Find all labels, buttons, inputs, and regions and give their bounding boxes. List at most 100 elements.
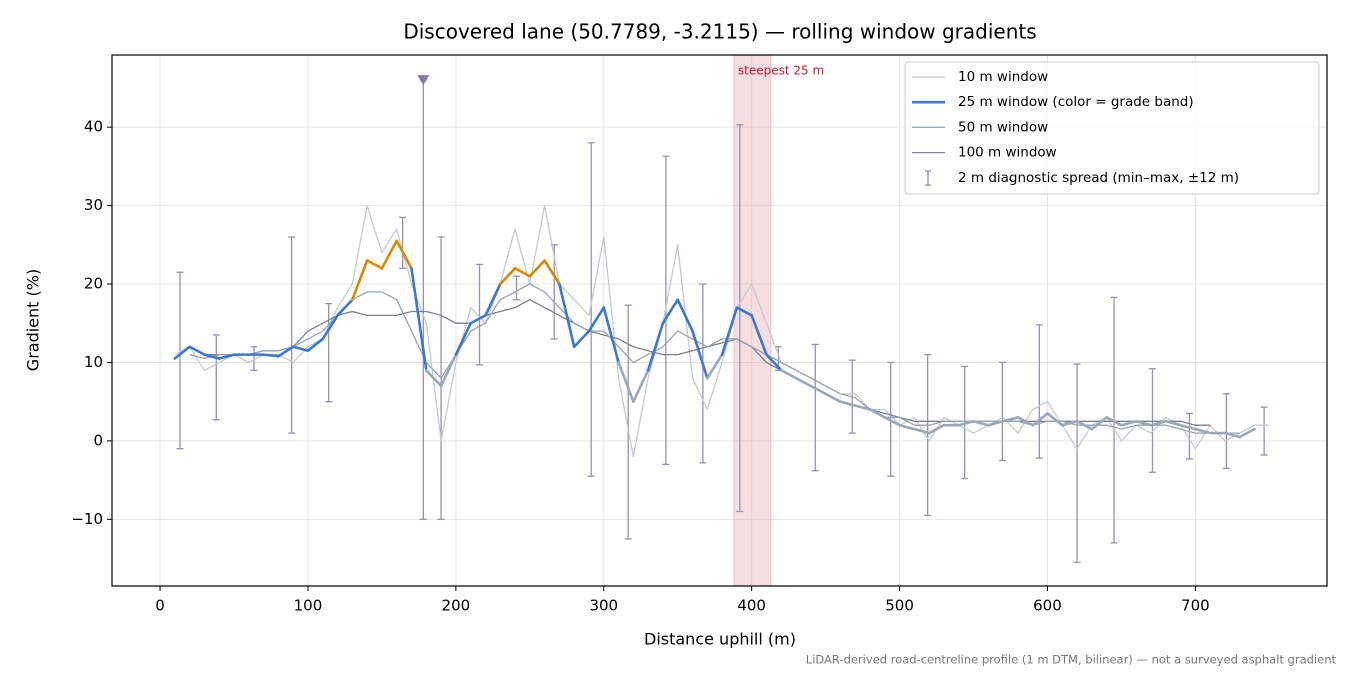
line-segment [1001,416,1020,423]
line-segment [1016,416,1034,427]
error-bar [176,271,184,450]
line-segment [632,369,650,403]
x-tick-label: 0 [155,597,165,615]
line-segment [454,321,472,356]
legend: 10 m window 25 m window (color = grade ba… [904,61,1320,195]
error-bar [736,124,744,513]
line-segment [410,267,428,372]
line-segment [735,306,753,317]
line-segment [484,282,502,317]
line-segment [602,306,620,364]
line-segment [987,419,1005,427]
line-segment [1134,419,1153,427]
line-segment [705,353,724,380]
error-bar [399,216,407,269]
line-segment [824,392,842,403]
legend-label: 10 m window [958,69,1048,85]
line-segment [217,353,236,360]
line-segment [779,369,798,380]
line-segment [617,361,635,403]
legend-label: 2 m diagnostic spread (min–max, ±12 m) [958,170,1239,186]
line-segment [543,259,561,286]
line-segment [720,306,739,356]
line-segment [1075,419,1094,431]
x-tick-label: 700 [1181,597,1210,615]
error-bar [1222,393,1230,469]
line-segment [424,369,443,388]
error-bar [1185,412,1193,460]
x-tick-label: 200 [442,597,471,615]
line-segment [972,419,990,427]
line-segment [587,306,606,333]
line-segment [351,259,369,302]
line-segment [839,400,857,407]
x-axis-label: Distance uphill (m) [644,630,796,649]
error-bar [998,361,1006,462]
legend-box [904,61,1320,195]
line-segment [173,345,191,360]
x-tick-label: 400 [737,597,766,615]
y-tick-label: 0 [93,431,103,449]
y-tick-label: −10 [71,510,103,528]
line-segment [188,345,206,356]
line-segment [809,384,827,396]
line-segment [1238,427,1256,439]
chart-title: Discovered lane (50.7789, -3.2115) — rol… [403,20,1036,44]
line-segment [898,423,916,431]
line-segment [1031,412,1049,427]
line-segment [498,267,517,286]
error-bar [1260,406,1268,456]
x-tick-label: 500 [885,597,914,615]
plot-frame [111,54,1328,587]
error-bar [811,343,819,472]
line-segment [646,321,665,372]
line-segment [913,427,931,435]
line-segment [1164,419,1182,427]
line-segment [1120,419,1138,427]
line-segment [380,239,399,270]
x-tick-label: 600 [1033,597,1062,615]
line-segment [676,298,694,333]
y-tick-label: 40 [84,118,103,136]
y-axis-label: Gradient (%) [24,269,43,371]
y-tick-label: 30 [84,196,103,214]
error-bar [288,236,296,434]
series-line [189,283,1240,434]
line-segment [868,408,887,419]
y-tick-label: 10 [84,353,103,371]
error-bar [587,142,595,477]
line-segment [513,267,532,278]
legend-label: 50 m window [958,119,1048,135]
x-tick-label: 100 [294,597,323,615]
line-segment [1223,431,1242,439]
line-segment [558,282,576,349]
line-segment [1105,416,1123,427]
error-bar [924,353,932,517]
line-segment [1194,427,1212,435]
line-segment [395,239,413,270]
error-bar [250,346,258,371]
line-segment [528,259,546,278]
line-segment [469,314,487,325]
steepest-label: steepest 25 m [738,64,824,78]
line-segment [853,404,872,411]
line-segment [765,353,783,372]
line-segment [1179,423,1197,431]
footnote: LiDAR-derived road-centreline profile (1… [806,653,1337,667]
error-bar [1035,324,1043,459]
line-segment [750,314,768,356]
legend-label: 25 m window (color = grade band) [958,94,1194,110]
line-segment [1149,419,1168,427]
peak-marker [417,75,430,86]
line-segment [794,376,813,388]
line-segment [439,353,458,388]
line-segment [336,298,354,317]
line-segment [291,345,310,352]
error-bar [1148,368,1156,473]
error-bar [212,334,220,421]
line-segment [957,419,975,427]
line-segment [1046,412,1064,427]
error-bar [476,263,484,366]
legend-label: 100 m window [958,145,1057,161]
